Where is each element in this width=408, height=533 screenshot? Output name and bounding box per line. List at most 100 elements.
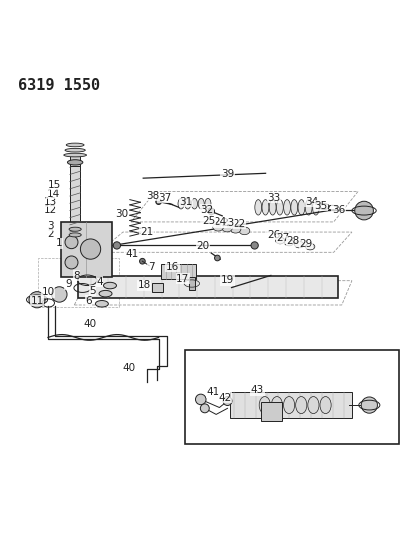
Ellipse shape	[178, 198, 184, 209]
Text: 40: 40	[83, 319, 96, 329]
Circle shape	[361, 397, 377, 413]
Circle shape	[52, 287, 67, 302]
Text: 17: 17	[176, 273, 190, 284]
Ellipse shape	[277, 200, 283, 215]
Text: 18: 18	[137, 280, 151, 290]
Circle shape	[140, 259, 145, 264]
Text: 32: 32	[201, 205, 214, 215]
Text: 23: 23	[222, 218, 235, 228]
Text: 8: 8	[73, 271, 80, 281]
Ellipse shape	[66, 143, 84, 147]
Bar	[261, 402, 282, 421]
Text: 31: 31	[179, 197, 193, 207]
Text: 6319 1550: 6319 1550	[18, 78, 100, 93]
Ellipse shape	[191, 198, 197, 209]
Text: 34: 34	[305, 197, 318, 207]
Ellipse shape	[69, 227, 81, 231]
Ellipse shape	[185, 198, 191, 209]
Text: 7: 7	[148, 262, 155, 271]
Text: 29: 29	[299, 239, 313, 249]
Text: 26: 26	[267, 230, 280, 240]
Circle shape	[29, 292, 45, 308]
Ellipse shape	[64, 154, 86, 157]
Ellipse shape	[104, 282, 116, 289]
Text: 41: 41	[206, 387, 220, 397]
Text: 40: 40	[122, 363, 135, 373]
Text: 20: 20	[197, 241, 210, 251]
Text: 25: 25	[202, 216, 215, 226]
Ellipse shape	[284, 397, 295, 414]
Text: 14: 14	[47, 189, 60, 199]
Bar	[184, 350, 399, 443]
Ellipse shape	[198, 198, 204, 209]
Ellipse shape	[205, 198, 211, 209]
Ellipse shape	[255, 200, 262, 215]
Ellipse shape	[313, 200, 319, 215]
Ellipse shape	[99, 290, 112, 297]
Ellipse shape	[305, 200, 312, 215]
Text: 2: 2	[47, 229, 54, 239]
Text: 3: 3	[47, 221, 54, 231]
Circle shape	[156, 199, 162, 205]
Text: 21: 21	[140, 228, 153, 238]
Text: 24: 24	[213, 217, 227, 228]
Text: 30: 30	[115, 209, 129, 219]
Text: 22: 22	[232, 219, 245, 229]
Circle shape	[65, 236, 78, 249]
Circle shape	[215, 255, 220, 261]
Circle shape	[195, 394, 206, 405]
Ellipse shape	[296, 397, 307, 414]
Ellipse shape	[65, 148, 85, 152]
Ellipse shape	[239, 227, 250, 235]
Circle shape	[251, 242, 258, 249]
Ellipse shape	[320, 397, 331, 414]
Text: 43: 43	[251, 385, 264, 395]
Text: 27: 27	[276, 233, 290, 243]
Bar	[189, 277, 195, 289]
Text: 33: 33	[267, 192, 280, 203]
Text: 39: 39	[221, 169, 234, 179]
Text: 12: 12	[44, 205, 58, 215]
Bar	[152, 282, 164, 292]
Ellipse shape	[275, 237, 285, 244]
Bar	[70, 156, 80, 166]
Text: 35: 35	[315, 201, 328, 211]
Circle shape	[200, 404, 209, 413]
Circle shape	[80, 239, 101, 259]
Ellipse shape	[259, 397, 271, 414]
Ellipse shape	[306, 244, 315, 250]
Ellipse shape	[295, 241, 304, 248]
Text: 15: 15	[48, 180, 62, 190]
Ellipse shape	[284, 200, 290, 215]
Text: 36: 36	[332, 205, 345, 215]
Ellipse shape	[269, 200, 276, 215]
Ellipse shape	[284, 239, 294, 246]
Ellipse shape	[95, 301, 109, 307]
Text: 11: 11	[31, 295, 44, 305]
Circle shape	[113, 242, 120, 249]
Bar	[78, 276, 338, 298]
Ellipse shape	[308, 397, 319, 414]
Text: 4: 4	[96, 277, 103, 287]
Ellipse shape	[262, 200, 269, 215]
Text: 13: 13	[44, 197, 58, 207]
Text: 16: 16	[166, 262, 179, 271]
Ellipse shape	[271, 397, 282, 414]
Text: 1: 1	[56, 238, 63, 248]
Bar	[70, 161, 80, 236]
Bar	[231, 392, 352, 418]
Ellipse shape	[291, 200, 298, 215]
Text: 6: 6	[85, 296, 92, 306]
Text: 28: 28	[286, 236, 300, 246]
Text: 5: 5	[89, 286, 96, 296]
Bar	[61, 222, 112, 277]
Bar	[162, 264, 196, 279]
Ellipse shape	[213, 223, 224, 231]
Circle shape	[208, 208, 215, 215]
Circle shape	[65, 256, 78, 269]
Text: 9: 9	[65, 279, 71, 289]
Circle shape	[355, 201, 373, 220]
Text: 37: 37	[157, 192, 171, 203]
Text: 41: 41	[125, 249, 138, 260]
Ellipse shape	[231, 225, 241, 233]
